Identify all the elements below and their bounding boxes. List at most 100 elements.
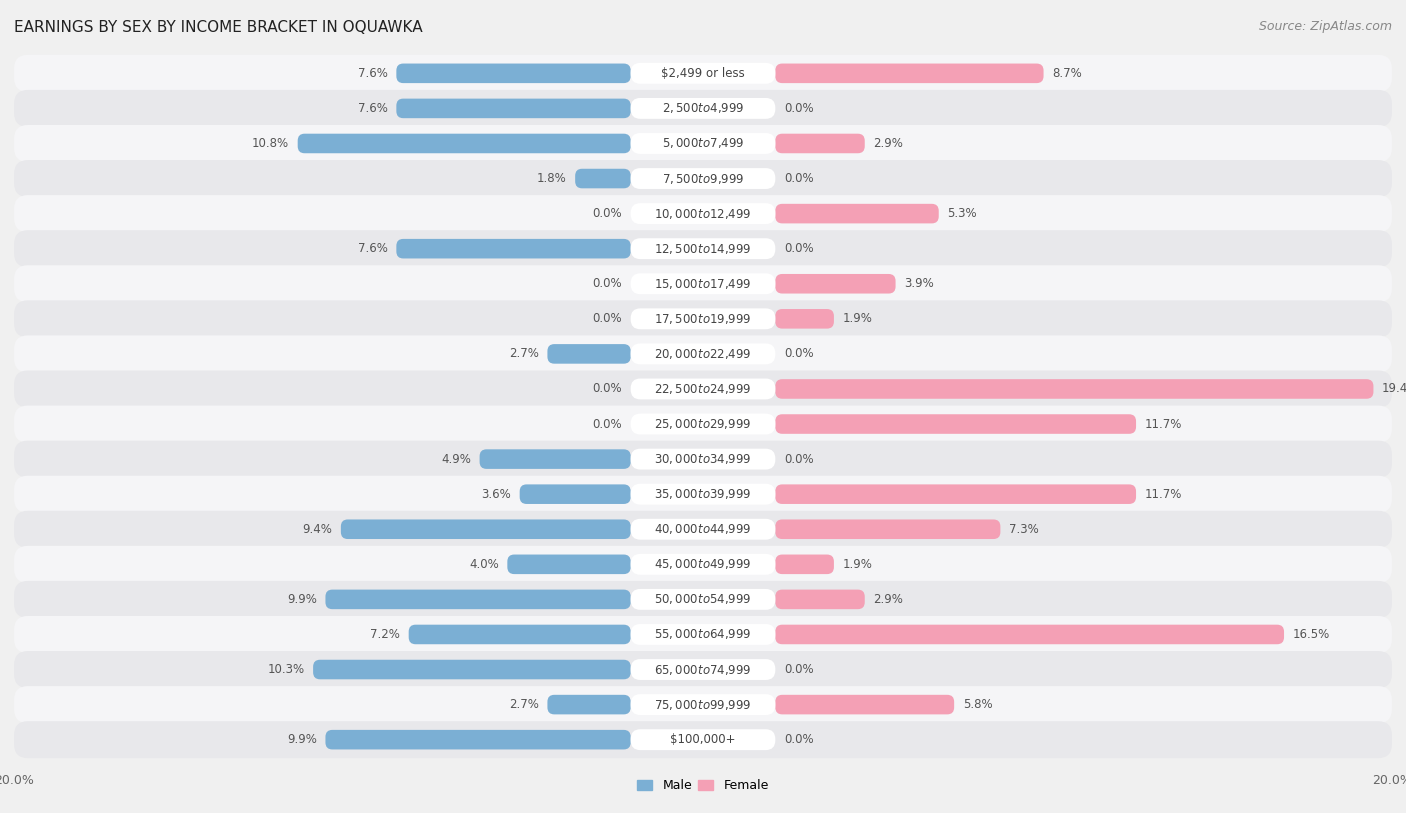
FancyBboxPatch shape bbox=[631, 484, 775, 505]
Text: 7.6%: 7.6% bbox=[359, 242, 388, 255]
Text: EARNINGS BY SEX BY INCOME BRACKET IN OQUAWKA: EARNINGS BY SEX BY INCOME BRACKET IN OQU… bbox=[14, 20, 423, 35]
Text: 7.2%: 7.2% bbox=[370, 628, 401, 641]
FancyBboxPatch shape bbox=[631, 133, 775, 154]
Text: Source: ZipAtlas.com: Source: ZipAtlas.com bbox=[1258, 20, 1392, 33]
FancyBboxPatch shape bbox=[775, 520, 1001, 539]
FancyBboxPatch shape bbox=[775, 695, 955, 715]
Text: $20,000 to $22,499: $20,000 to $22,499 bbox=[654, 347, 752, 361]
Text: 11.7%: 11.7% bbox=[1144, 488, 1182, 501]
FancyBboxPatch shape bbox=[631, 238, 775, 259]
Text: 0.0%: 0.0% bbox=[785, 242, 814, 255]
Text: $2,499 or less: $2,499 or less bbox=[661, 67, 745, 80]
FancyBboxPatch shape bbox=[14, 686, 1392, 723]
Text: $5,000 to $7,499: $5,000 to $7,499 bbox=[662, 137, 744, 150]
FancyBboxPatch shape bbox=[775, 133, 865, 154]
FancyBboxPatch shape bbox=[14, 195, 1392, 232]
Text: $55,000 to $64,999: $55,000 to $64,999 bbox=[654, 628, 752, 641]
FancyBboxPatch shape bbox=[547, 344, 631, 363]
FancyBboxPatch shape bbox=[14, 651, 1392, 688]
FancyBboxPatch shape bbox=[325, 730, 631, 750]
FancyBboxPatch shape bbox=[631, 589, 775, 610]
FancyBboxPatch shape bbox=[14, 300, 1392, 337]
FancyBboxPatch shape bbox=[631, 554, 775, 575]
Text: 0.0%: 0.0% bbox=[785, 172, 814, 185]
FancyBboxPatch shape bbox=[631, 168, 775, 189]
Text: 0.0%: 0.0% bbox=[785, 453, 814, 466]
Text: $25,000 to $29,999: $25,000 to $29,999 bbox=[654, 417, 752, 431]
Text: 9.9%: 9.9% bbox=[287, 733, 316, 746]
Text: 16.5%: 16.5% bbox=[1292, 628, 1330, 641]
Text: 9.9%: 9.9% bbox=[287, 593, 316, 606]
Text: 0.0%: 0.0% bbox=[785, 663, 814, 676]
FancyBboxPatch shape bbox=[775, 63, 1043, 83]
FancyBboxPatch shape bbox=[631, 659, 775, 680]
Text: 0.0%: 0.0% bbox=[592, 418, 621, 431]
FancyBboxPatch shape bbox=[775, 624, 1284, 644]
Text: 0.0%: 0.0% bbox=[592, 382, 621, 395]
FancyBboxPatch shape bbox=[14, 371, 1392, 407]
FancyBboxPatch shape bbox=[14, 336, 1392, 372]
FancyBboxPatch shape bbox=[631, 343, 775, 364]
FancyBboxPatch shape bbox=[14, 581, 1392, 618]
FancyBboxPatch shape bbox=[409, 624, 631, 644]
Text: 0.0%: 0.0% bbox=[592, 312, 621, 325]
FancyBboxPatch shape bbox=[575, 169, 631, 189]
FancyBboxPatch shape bbox=[14, 476, 1392, 513]
FancyBboxPatch shape bbox=[775, 554, 834, 574]
Text: $75,000 to $99,999: $75,000 to $99,999 bbox=[654, 698, 752, 711]
Text: $22,500 to $24,999: $22,500 to $24,999 bbox=[654, 382, 752, 396]
FancyBboxPatch shape bbox=[631, 308, 775, 329]
Text: 2.7%: 2.7% bbox=[509, 347, 538, 360]
FancyBboxPatch shape bbox=[631, 729, 775, 750]
Text: 1.8%: 1.8% bbox=[537, 172, 567, 185]
FancyBboxPatch shape bbox=[298, 133, 631, 154]
Text: 0.0%: 0.0% bbox=[785, 102, 814, 115]
Text: $12,500 to $14,999: $12,500 to $14,999 bbox=[654, 241, 752, 255]
Text: 3.6%: 3.6% bbox=[481, 488, 510, 501]
FancyBboxPatch shape bbox=[631, 519, 775, 540]
FancyBboxPatch shape bbox=[775, 589, 865, 609]
FancyBboxPatch shape bbox=[314, 659, 631, 680]
FancyBboxPatch shape bbox=[775, 274, 896, 293]
FancyBboxPatch shape bbox=[396, 63, 631, 83]
Text: 3.9%: 3.9% bbox=[904, 277, 934, 290]
Text: 0.0%: 0.0% bbox=[785, 733, 814, 746]
Text: 19.4%: 19.4% bbox=[1382, 382, 1406, 395]
FancyBboxPatch shape bbox=[631, 379, 775, 399]
Legend: Male, Female: Male, Female bbox=[633, 774, 773, 798]
Text: 1.9%: 1.9% bbox=[842, 312, 872, 325]
FancyBboxPatch shape bbox=[14, 441, 1392, 477]
FancyBboxPatch shape bbox=[631, 449, 775, 470]
FancyBboxPatch shape bbox=[520, 485, 631, 504]
FancyBboxPatch shape bbox=[631, 273, 775, 294]
Text: 5.3%: 5.3% bbox=[948, 207, 977, 220]
FancyBboxPatch shape bbox=[631, 624, 775, 645]
Text: $35,000 to $39,999: $35,000 to $39,999 bbox=[654, 487, 752, 501]
FancyBboxPatch shape bbox=[14, 546, 1392, 583]
FancyBboxPatch shape bbox=[14, 125, 1392, 162]
Text: $50,000 to $54,999: $50,000 to $54,999 bbox=[654, 593, 752, 606]
Text: $100,000+: $100,000+ bbox=[671, 733, 735, 746]
FancyBboxPatch shape bbox=[325, 589, 631, 609]
Text: 0.0%: 0.0% bbox=[785, 347, 814, 360]
Text: 7.6%: 7.6% bbox=[359, 67, 388, 80]
FancyBboxPatch shape bbox=[775, 309, 834, 328]
FancyBboxPatch shape bbox=[14, 160, 1392, 197]
Text: $2,500 to $4,999: $2,500 to $4,999 bbox=[662, 102, 744, 115]
Text: 8.7%: 8.7% bbox=[1052, 67, 1083, 80]
Text: 2.9%: 2.9% bbox=[873, 593, 903, 606]
Text: $15,000 to $17,499: $15,000 to $17,499 bbox=[654, 276, 752, 291]
FancyBboxPatch shape bbox=[631, 203, 775, 224]
FancyBboxPatch shape bbox=[631, 414, 775, 434]
Text: 4.0%: 4.0% bbox=[470, 558, 499, 571]
Text: $40,000 to $44,999: $40,000 to $44,999 bbox=[654, 522, 752, 537]
Text: 10.3%: 10.3% bbox=[267, 663, 305, 676]
FancyBboxPatch shape bbox=[631, 694, 775, 715]
Text: $65,000 to $74,999: $65,000 to $74,999 bbox=[654, 663, 752, 676]
Text: 0.0%: 0.0% bbox=[592, 207, 621, 220]
FancyBboxPatch shape bbox=[14, 616, 1392, 653]
Text: 0.0%: 0.0% bbox=[592, 277, 621, 290]
Text: 7.3%: 7.3% bbox=[1010, 523, 1039, 536]
Text: $10,000 to $12,499: $10,000 to $12,499 bbox=[654, 207, 752, 220]
Text: 7.6%: 7.6% bbox=[359, 102, 388, 115]
